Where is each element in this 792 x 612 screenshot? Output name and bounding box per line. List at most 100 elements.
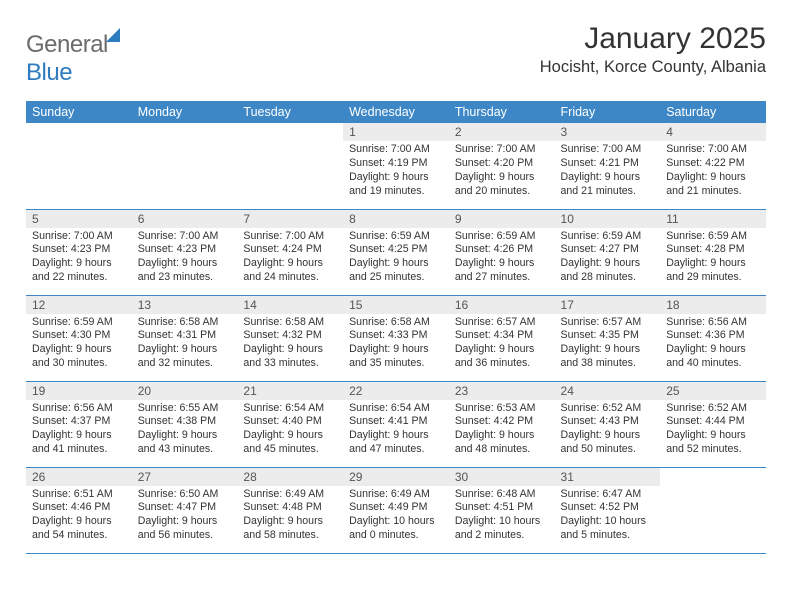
calendar-day-cell: 22Sunrise: 6:54 AMSunset: 4:41 PMDayligh… <box>343 381 449 467</box>
sunrise-line: Sunrise: 7:00 AM <box>32 230 113 242</box>
calendar-day-cell: 23Sunrise: 6:53 AMSunset: 4:42 PMDayligh… <box>449 381 555 467</box>
location-subtitle: Hocisht, Korce County, Albania <box>540 58 766 77</box>
calendar-day-cell: 4Sunrise: 7:00 AMSunset: 4:22 PMDaylight… <box>660 123 766 209</box>
day-number: 21 <box>237 382 343 400</box>
calendar-day-cell: 19Sunrise: 6:56 AMSunset: 4:37 PMDayligh… <box>26 381 132 467</box>
sunset-line: Sunset: 4:20 PM <box>455 157 533 169</box>
sunrise-line: Sunrise: 6:50 AM <box>138 488 219 500</box>
day-details: Sunrise: 6:52 AMSunset: 4:43 PMDaylight:… <box>555 400 661 462</box>
sunset-line: Sunset: 4:28 PM <box>666 243 744 255</box>
logo-word2: Blue <box>26 59 72 86</box>
sunset-line: Sunset: 4:27 PM <box>561 243 639 255</box>
calendar-day-cell: 30Sunrise: 6:48 AMSunset: 4:51 PMDayligh… <box>449 467 555 553</box>
calendar-week-row: 0 0 0 1Sunrise: 7:00 AMSunset: 4:19 PMDa… <box>26 123 766 209</box>
daylight-line: Daylight: 9 hours and 29 minutes. <box>666 257 746 283</box>
calendar-week-row: 26Sunrise: 6:51 AMSunset: 4:46 PMDayligh… <box>26 467 766 553</box>
sunset-line: Sunset: 4:49 PM <box>349 501 427 513</box>
sunrise-line: Sunrise: 6:54 AM <box>243 402 324 414</box>
sunrise-line: Sunrise: 6:53 AM <box>455 402 536 414</box>
sunrise-line: Sunrise: 6:58 AM <box>349 316 430 328</box>
sunset-line: Sunset: 4:40 PM <box>243 415 321 427</box>
calendar-day-cell: 18Sunrise: 6:56 AMSunset: 4:36 PMDayligh… <box>660 295 766 381</box>
day-details: Sunrise: 6:54 AMSunset: 4:40 PMDaylight:… <box>237 400 343 462</box>
day-details: Sunrise: 7:00 AMSunset: 4:23 PMDaylight:… <box>132 228 238 290</box>
day-number: 25 <box>660 382 766 400</box>
day-number: 15 <box>343 296 449 314</box>
calendar-day-cell: 7Sunrise: 7:00 AMSunset: 4:24 PMDaylight… <box>237 209 343 295</box>
day-details: Sunrise: 6:48 AMSunset: 4:51 PMDaylight:… <box>449 486 555 548</box>
day-number: 4 <box>660 123 766 141</box>
day-details: Sunrise: 6:52 AMSunset: 4:44 PMDaylight:… <box>660 400 766 462</box>
sunrise-line: Sunrise: 6:57 AM <box>561 316 642 328</box>
calendar-day-cell: 15Sunrise: 6:58 AMSunset: 4:33 PMDayligh… <box>343 295 449 381</box>
sunset-line: Sunset: 4:31 PM <box>138 329 216 341</box>
day-details: Sunrise: 6:50 AMSunset: 4:47 PMDaylight:… <box>132 486 238 548</box>
sunset-line: Sunset: 4:22 PM <box>666 157 744 169</box>
sunset-line: Sunset: 4:30 PM <box>32 329 110 341</box>
sunset-line: Sunset: 4:23 PM <box>138 243 216 255</box>
daylight-line: Daylight: 9 hours and 28 minutes. <box>561 257 641 283</box>
day-details: Sunrise: 7:00 AM Sunset: 4:19 PM Daylight:… <box>343 141 449 203</box>
logo: General Blue <box>26 22 120 87</box>
sunset-line: Sunset: 4:42 PM <box>455 415 533 427</box>
sunrise-line: Sunrise: 6:59 AM <box>455 230 536 242</box>
day-details: Sunrise: 6:58 AMSunset: 4:31 PMDaylight:… <box>132 314 238 376</box>
calendar-day-cell: 0 <box>660 467 766 553</box>
day-number: 14 <box>237 296 343 314</box>
sunset-line: Sunset: 4:21 PM <box>561 157 639 169</box>
day-number: 8 <box>343 210 449 228</box>
sunrise-line: Sunrise: 6:49 AM <box>243 488 324 500</box>
title-block: January 2025 Hocisht, Korce County, Alba… <box>540 22 766 77</box>
weekday-header: Sunday <box>26 101 132 123</box>
sunset-line: Sunset: 4:19 PM <box>349 157 427 169</box>
day-number: 22 <box>343 382 449 400</box>
sunrise-line: Sunrise: 6:57 AM <box>455 316 536 328</box>
calendar-day-cell: 5Sunrise: 7:00 AMSunset: 4:23 PMDaylight… <box>26 209 132 295</box>
calendar-day-cell: 2Sunrise: 7:00 AMSunset: 4:20 PMDaylight… <box>449 123 555 209</box>
calendar-day-cell: 21Sunrise: 6:54 AMSunset: 4:40 PMDayligh… <box>237 381 343 467</box>
sunset-line: Sunset: 4:43 PM <box>561 415 639 427</box>
day-number: 6 <box>132 210 238 228</box>
day-details: Sunrise: 7:00 AMSunset: 4:20 PMDaylight:… <box>449 141 555 203</box>
day-details: Sunrise: 6:59 AMSunset: 4:30 PMDaylight:… <box>26 314 132 376</box>
calendar-day-cell: 29Sunrise: 6:49 AMSunset: 4:49 PMDayligh… <box>343 467 449 553</box>
day-number: 9 <box>449 210 555 228</box>
day-number: 10 <box>555 210 661 228</box>
day-details: Sunrise: 6:58 AMSunset: 4:32 PMDaylight:… <box>237 314 343 376</box>
calendar-day-cell: 0 <box>132 123 238 209</box>
daylight-line: Daylight: 9 hours and 27 minutes. <box>455 257 535 283</box>
daylight-line: Daylight: 9 hours and 19 minutes. <box>349 171 429 197</box>
sunset-line: Sunset: 4:35 PM <box>561 329 639 341</box>
calendar-day-cell: 12Sunrise: 6:59 AMSunset: 4:30 PMDayligh… <box>26 295 132 381</box>
sunset-line: Sunset: 4:34 PM <box>455 329 533 341</box>
logo-word1: General <box>26 31 108 58</box>
daylight-line: Daylight: 9 hours and 40 minutes. <box>666 343 746 369</box>
day-details: Sunrise: 6:59 AMSunset: 4:28 PMDaylight:… <box>660 228 766 290</box>
daylight-line: Daylight: 9 hours and 32 minutes. <box>138 343 218 369</box>
daylight-line: Daylight: 9 hours and 20 minutes. <box>455 171 535 197</box>
sunset-line: Sunset: 4:48 PM <box>243 501 321 513</box>
sunset-line: Sunset: 4:25 PM <box>349 243 427 255</box>
day-number: 24 <box>555 382 661 400</box>
calendar-table: Sunday Monday Tuesday Wednesday Thursday… <box>26 101 766 554</box>
day-details: Sunrise: 6:57 AMSunset: 4:35 PMDaylight:… <box>555 314 661 376</box>
calendar-day-cell: 13Sunrise: 6:58 AMSunset: 4:31 PMDayligh… <box>132 295 238 381</box>
calendar-day-cell: 11Sunrise: 6:59 AMSunset: 4:28 PMDayligh… <box>660 209 766 295</box>
day-number: 11 <box>660 210 766 228</box>
sunset-line: Sunset: 4:32 PM <box>243 329 321 341</box>
day-number: 13 <box>132 296 238 314</box>
day-details: Sunrise: 6:56 AMSunset: 4:36 PMDaylight:… <box>660 314 766 376</box>
day-number: 29 <box>343 468 449 486</box>
sunset-line: Sunset: 4:51 PM <box>455 501 533 513</box>
sunrise-line: Sunrise: 6:55 AM <box>138 402 219 414</box>
day-number: 30 <box>449 468 555 486</box>
weekday-header: Tuesday <box>237 101 343 123</box>
daylight-line: Daylight: 9 hours and 47 minutes. <box>349 429 429 455</box>
day-details: Sunrise: 6:47 AMSunset: 4:52 PMDaylight:… <box>555 486 661 548</box>
sunset-line: Sunset: 4:38 PM <box>138 415 216 427</box>
sunset-line: Sunset: 4:52 PM <box>561 501 639 513</box>
calendar-day-cell: 25Sunrise: 6:52 AMSunset: 4:44 PMDayligh… <box>660 381 766 467</box>
sunset-line: Sunset: 4:23 PM <box>32 243 110 255</box>
sunrise-line: Sunrise: 7:00 AM <box>349 143 430 155</box>
daylight-line: Daylight: 9 hours and 48 minutes. <box>455 429 535 455</box>
